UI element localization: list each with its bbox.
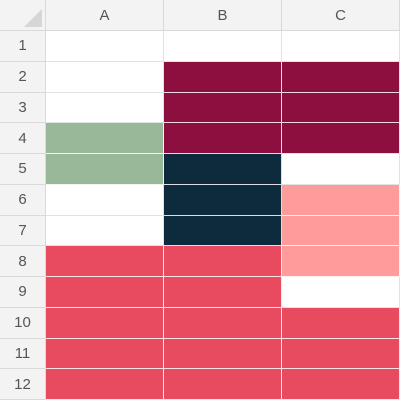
cell-b12[interactable] bbox=[164, 369, 282, 400]
row-header-3[interactable]: 3 bbox=[0, 92, 46, 124]
cell-a8[interactable] bbox=[46, 246, 164, 277]
row-header-7[interactable]: 7 bbox=[0, 215, 46, 247]
cell-a2[interactable] bbox=[46, 61, 164, 93]
cell-a7[interactable] bbox=[46, 215, 164, 247]
cell-c1[interactable] bbox=[282, 31, 400, 62]
row-header-4[interactable]: 4 bbox=[0, 123, 46, 154]
cell-b5[interactable] bbox=[164, 154, 282, 185]
cell-c8[interactable] bbox=[282, 246, 400, 277]
cell-a4[interactable] bbox=[46, 123, 164, 154]
cell-c5[interactable] bbox=[282, 154, 400, 185]
cell-c12[interactable] bbox=[282, 369, 400, 400]
select-all-triangle-icon bbox=[24, 9, 42, 27]
cell-c2[interactable] bbox=[282, 61, 400, 93]
cell-b6[interactable] bbox=[164, 184, 282, 216]
cell-c3[interactable] bbox=[282, 92, 400, 124]
row-header-11[interactable]: 11 bbox=[0, 338, 46, 370]
cell-b4[interactable] bbox=[164, 123, 282, 154]
cell-a12[interactable] bbox=[46, 369, 164, 400]
select-all-corner[interactable] bbox=[0, 0, 46, 31]
cell-b2[interactable] bbox=[164, 61, 282, 93]
cell-b1[interactable] bbox=[164, 31, 282, 62]
column-header-c[interactable]: C bbox=[282, 0, 400, 31]
cell-c4[interactable] bbox=[282, 123, 400, 154]
cell-b11[interactable] bbox=[164, 338, 282, 370]
row-header-9[interactable]: 9 bbox=[0, 277, 46, 308]
row-header-10[interactable]: 10 bbox=[0, 307, 46, 339]
column-header-a[interactable]: A bbox=[46, 0, 164, 31]
cell-a5[interactable] bbox=[46, 154, 164, 185]
cell-b3[interactable] bbox=[164, 92, 282, 124]
cell-a3[interactable] bbox=[46, 92, 164, 124]
cell-a9[interactable] bbox=[46, 277, 164, 308]
row-header-2[interactable]: 2 bbox=[0, 61, 46, 93]
row-header-5[interactable]: 5 bbox=[0, 154, 46, 185]
cell-c10[interactable] bbox=[282, 307, 400, 339]
cell-a1[interactable] bbox=[46, 31, 164, 62]
cell-c7[interactable] bbox=[282, 215, 400, 247]
row-header-12[interactable]: 12 bbox=[0, 369, 46, 400]
cell-a10[interactable] bbox=[46, 307, 164, 339]
cell-a6[interactable] bbox=[46, 184, 164, 216]
cell-b8[interactable] bbox=[164, 246, 282, 277]
cell-a11[interactable] bbox=[46, 338, 164, 370]
cell-b7[interactable] bbox=[164, 215, 282, 247]
row-header-8[interactable]: 8 bbox=[0, 246, 46, 277]
cell-b9[interactable] bbox=[164, 277, 282, 308]
column-header-b[interactable]: B bbox=[164, 0, 282, 31]
cell-b10[interactable] bbox=[164, 307, 282, 339]
cell-c6[interactable] bbox=[282, 184, 400, 216]
cell-c9[interactable] bbox=[282, 277, 400, 308]
cell-c11[interactable] bbox=[282, 338, 400, 370]
row-header-1[interactable]: 1 bbox=[0, 31, 46, 62]
row-header-6[interactable]: 6 bbox=[0, 184, 46, 216]
